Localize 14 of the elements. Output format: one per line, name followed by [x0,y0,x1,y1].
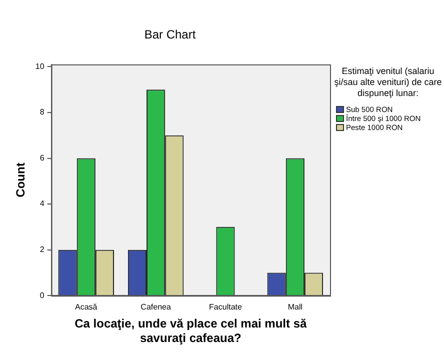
x-axis-title: Ca locaţie, unde vă place cel mai mult să savuraţi cafeaua? [74,316,308,346]
chart-title: Bar Chart [144,28,196,42]
x-tick-label: Cafenea [140,302,172,312]
y-tick-label: 10 [35,62,45,71]
y-tick-label: 6 [40,153,45,162]
y-tick-label: 4 [40,199,45,208]
x-tick-label: Facultate [209,302,242,312]
y-axis-title: Count [14,162,28,198]
x-tick-label: Acasă [75,302,98,312]
legend-title: Estimaţi venitul (salariu şi/sau alte venituri) de care dispuneţi lunar: [333,66,443,99]
y-tick-label: 2 [40,245,45,254]
y-tick-label: 8 [40,108,45,117]
x-tick-label: Mall [288,302,303,312]
y-tick-label: 0 [40,290,45,300]
